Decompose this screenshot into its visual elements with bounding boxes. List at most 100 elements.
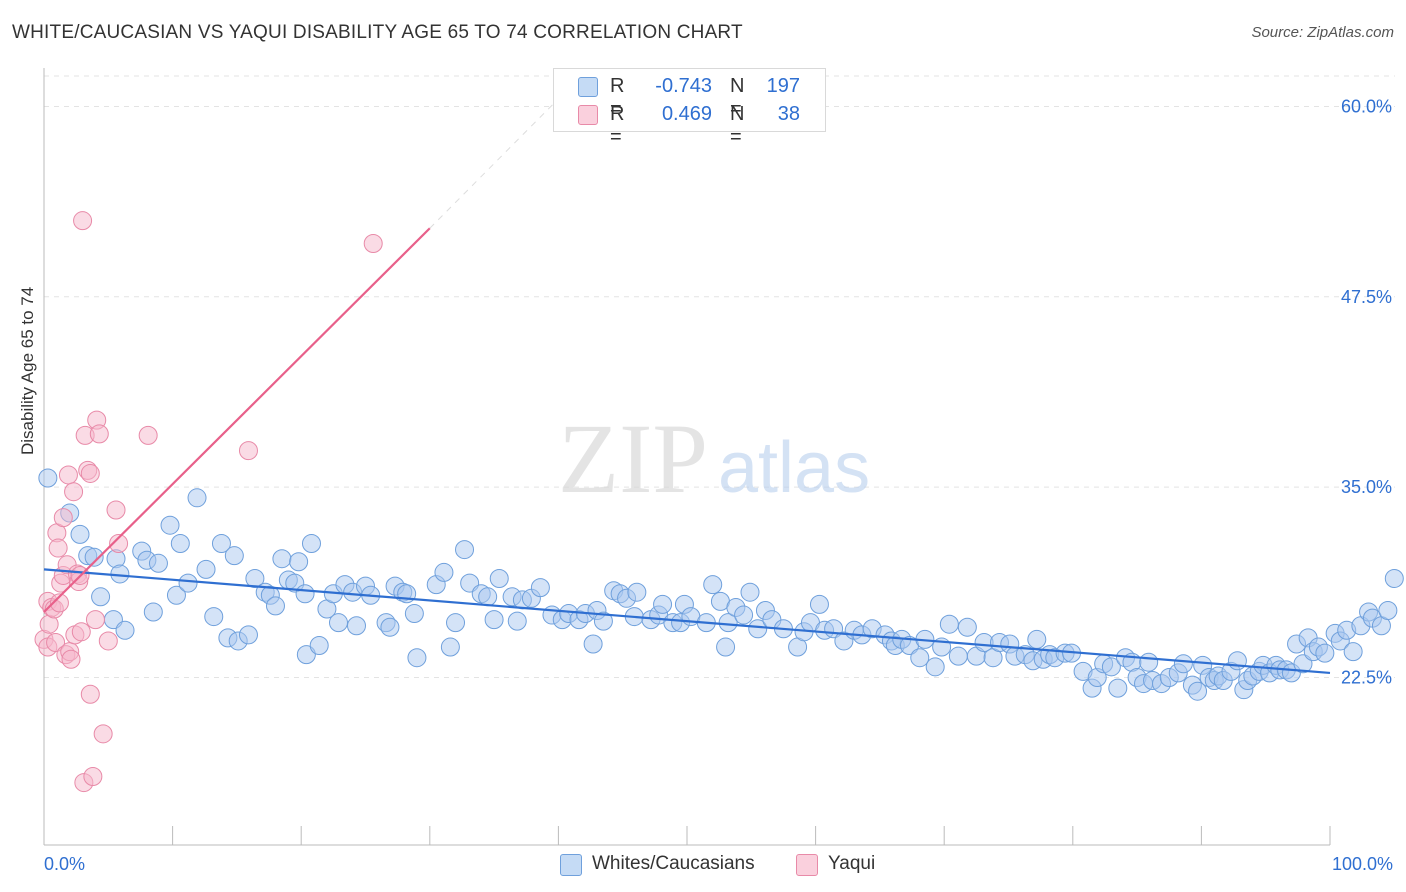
point-whites — [910, 648, 930, 668]
point-whites — [91, 587, 111, 607]
trend-line-yaqui-extension — [429, 98, 559, 229]
point-yaqui — [238, 441, 258, 461]
point-whites — [115, 620, 135, 640]
legend-n-label: N = — [730, 75, 745, 120]
point-whites — [404, 604, 424, 624]
legend-r-value: -0.743 — [655, 75, 712, 97]
point-whites — [170, 533, 190, 553]
point-whites — [178, 573, 198, 593]
point-whites — [238, 625, 258, 645]
legend-n-value: 197 — [766, 75, 800, 97]
point-whites — [530, 578, 550, 598]
point-whites — [204, 607, 224, 627]
point-whites — [143, 602, 163, 622]
point-whites — [740, 582, 760, 602]
point-yaqui — [89, 424, 109, 444]
point-whites — [328, 613, 348, 633]
trend-line-yaqui — [43, 227, 431, 613]
point-whites — [1027, 629, 1047, 649]
legend-label-yaqui: Yaqui — [828, 853, 876, 874]
point-whites — [295, 584, 315, 604]
axes — [43, 68, 1331, 846]
point-whites — [1139, 652, 1159, 672]
point-whites — [593, 611, 613, 631]
y-tick-label: 60.0% — [1341, 96, 1392, 116]
x-tick-label: 100.0% — [1332, 854, 1393, 874]
legend-r-label: R = — [610, 103, 625, 148]
point-whites — [196, 559, 216, 579]
point-yaqui — [85, 610, 105, 630]
legend-r-label: R = — [610, 75, 625, 120]
point-whites — [627, 582, 647, 602]
legend-label-whites: Whites/Caucasians — [592, 853, 755, 874]
point-whites — [583, 634, 603, 654]
chart-title: WHITE/CAUCASIAN VS YAQUI DISABILITY AGE … — [12, 22, 743, 43]
x-tick-label: 0.0% — [44, 854, 85, 874]
point-whites — [70, 524, 90, 544]
point-whites — [265, 596, 285, 616]
point-whites — [957, 617, 977, 637]
legend-swatch-yaqui — [578, 105, 598, 125]
point-whites — [1188, 681, 1208, 701]
y-tick-label: 22.5% — [1341, 667, 1392, 687]
point-yaqui — [53, 508, 73, 528]
point-yaqui — [109, 533, 129, 553]
point-yaqui — [80, 463, 100, 483]
point-whites — [211, 533, 231, 553]
point-whites — [166, 585, 186, 605]
trend-line-whites — [43, 568, 1331, 675]
series-legend: Whites/Caucasians Yaqui — [0, 852, 1406, 878]
point-whites — [809, 594, 829, 614]
point-whites — [1315, 643, 1335, 663]
point-whites — [948, 646, 968, 666]
point-whites — [38, 468, 58, 488]
point-yaqui — [64, 482, 84, 502]
point-yaqui — [73, 211, 93, 231]
point-whites — [440, 637, 460, 657]
point-whites — [1173, 654, 1193, 674]
point-yaqui — [61, 649, 81, 669]
point-whites — [309, 636, 329, 656]
legend-swatch-whites — [560, 854, 582, 876]
point-whites — [478, 587, 498, 607]
watermark-zip: ZIP — [558, 403, 708, 514]
point-yaqui — [98, 631, 118, 651]
legend-n-value: 38 — [777, 103, 800, 125]
point-yaqui — [71, 622, 91, 642]
watermark-atlas: atlas — [718, 428, 870, 508]
point-whites — [301, 533, 321, 553]
point-yaqui — [46, 632, 66, 652]
point-whites — [716, 637, 736, 657]
point-whites — [148, 553, 168, 573]
legend-swatch-whites — [578, 77, 598, 97]
point-yaqui — [49, 593, 69, 613]
point-whites — [1343, 642, 1363, 662]
point-whites — [187, 488, 207, 508]
point-whites — [446, 613, 466, 633]
source-label: Source: ZipAtlas.com — [1251, 24, 1394, 41]
point-whites — [380, 617, 400, 637]
point-whites — [748, 619, 768, 639]
legend-n-label: N = — [730, 103, 745, 148]
point-whites — [489, 569, 509, 589]
y-tick-label: 35.0% — [1341, 477, 1392, 497]
point-whites — [434, 562, 454, 582]
point-whites — [84, 547, 104, 567]
legend-swatch-yaqui — [796, 854, 818, 876]
point-whites — [160, 515, 180, 535]
point-whites — [1384, 569, 1404, 589]
point-whites — [296, 645, 316, 665]
point-whites — [939, 614, 959, 634]
point-yaqui — [363, 234, 383, 254]
y-tick-label: 47.5% — [1341, 287, 1392, 307]
watermark: ZIP atlas — [558, 403, 870, 514]
point-whites — [484, 610, 504, 630]
point-yaqui — [106, 500, 126, 520]
point-whites — [455, 540, 475, 560]
point-whites — [703, 575, 723, 595]
point-whites — [507, 611, 527, 631]
stats-legend: R = -0.743 N = 197 R = 0.469 N = 38 — [553, 68, 826, 148]
point-whites — [1293, 654, 1313, 674]
point-whites — [925, 657, 945, 677]
point-whites — [245, 569, 265, 589]
